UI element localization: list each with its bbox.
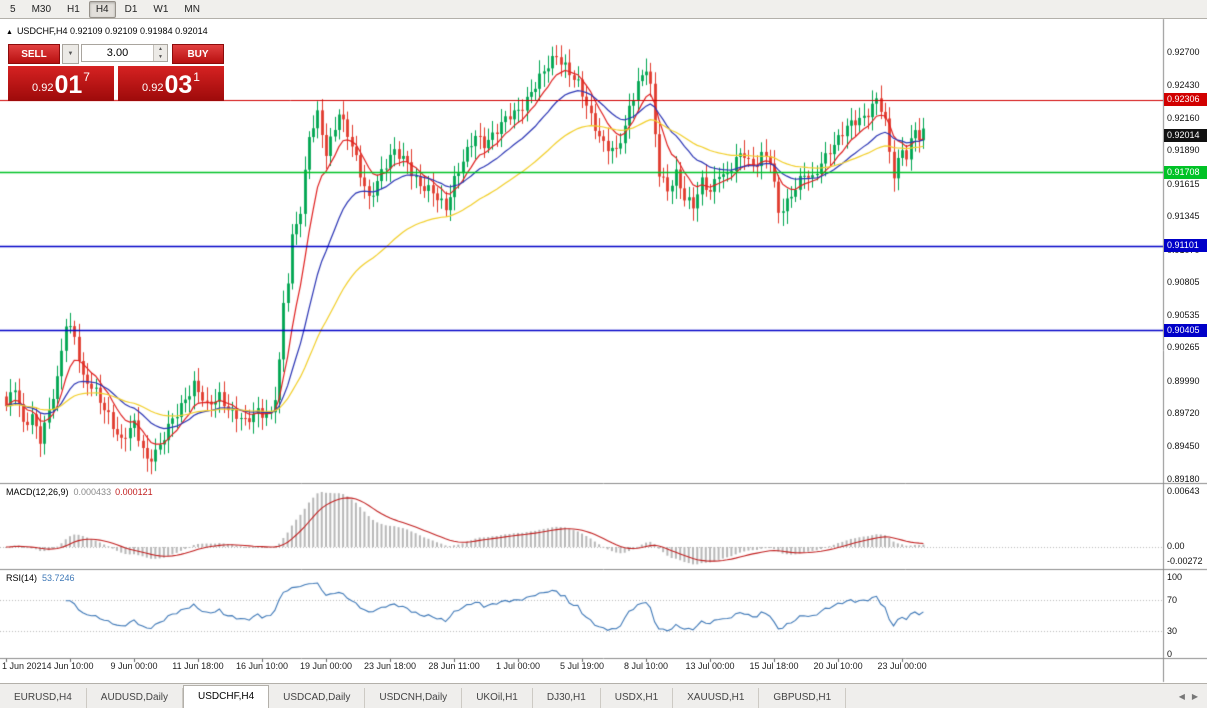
- sell-price-big-digits: 01: [54, 71, 83, 99]
- tab-scroll-right-icon[interactable]: ▶: [1191, 691, 1198, 701]
- timeframe-toolbar: 5 M30 H1 H4 D1 W1 MN: [0, 0, 1207, 19]
- timeframe-button-mn[interactable]: MN: [184, 3, 200, 15]
- rsi-value: 53.7246: [42, 573, 75, 583]
- sell-button[interactable]: SELL: [8, 44, 60, 64]
- chart-tab-usdx-h1[interactable]: USDX,H1: [601, 688, 674, 708]
- buy-price-display[interactable]: 0.92 03 1: [118, 66, 224, 101]
- chart-ohlc-values: 0.92109 0.92109 0.91984 0.92014: [69, 26, 208, 36]
- collapse-one-click-icon[interactable]: ▲: [6, 29, 13, 36]
- buy-price-big-digits: 03: [164, 71, 193, 99]
- buy-price-prefix: 0.92: [142, 82, 164, 94]
- timeframe-button-m30[interactable]: M30: [31, 3, 52, 15]
- macd-main-value: 0.000433: [73, 487, 112, 497]
- buy-button[interactable]: BUY: [172, 44, 224, 64]
- tab-scroll-arrows: ◀ ▶: [1170, 692, 1207, 701]
- volume-control: ▲ ▼: [81, 44, 168, 62]
- tab-scroll-left-icon[interactable]: ◀: [1178, 691, 1185, 701]
- volume-dropdown-button[interactable]: ▼: [62, 44, 79, 64]
- chart-tab-xauusd-h1[interactable]: XAUUSD,H1: [673, 688, 760, 708]
- chart-symbol-header: ▲ USDCHF,H4 0.92109 0.92109 0.91984 0.920…: [6, 26, 208, 36]
- rsi-title: RSI(14): [6, 573, 38, 583]
- sell-price-display[interactable]: 0.92 01 7: [8, 66, 114, 101]
- chart-symbol-title: USDCHF,H4: [16, 26, 68, 36]
- volume-spinner: ▲ ▼: [153, 45, 167, 61]
- chevron-down-icon: ▼: [67, 51, 74, 57]
- chart-tab-usdcad-daily[interactable]: USDCAD,Daily: [269, 688, 366, 708]
- sell-price-prefix: 0.92: [32, 82, 54, 94]
- volume-decrease-icon[interactable]: ▼: [154, 53, 167, 61]
- chart-tab-audusd-daily[interactable]: AUDUSD,Daily: [87, 688, 184, 708]
- timeframe-button-d1[interactable]: D1: [124, 3, 138, 15]
- chart-tab-dj30-h1[interactable]: DJ30,H1: [533, 688, 601, 708]
- volume-increase-icon[interactable]: ▲: [154, 45, 167, 53]
- macd-indicator-header: MACD(12,26,9) 0.000433 0.000121: [6, 487, 153, 497]
- timeframe-button-h4[interactable]: H4: [88, 0, 116, 18]
- sell-price-pipette: 7: [83, 70, 90, 84]
- chart-tab-usdchf-h4[interactable]: USDCHF,H4: [183, 685, 270, 708]
- chart-tab-ukoil-h1[interactable]: UKOil,H1: [462, 688, 533, 708]
- timeframe-button-5[interactable]: 5: [10, 3, 16, 15]
- chart-tab-eurusd-h4[interactable]: EURUSD,H4: [0, 688, 87, 708]
- timeframe-button-h1[interactable]: H1: [67, 3, 80, 15]
- buy-price-pipette: 1: [193, 70, 200, 84]
- rsi-indicator-header: RSI(14) 53.7246: [6, 573, 75, 583]
- chart-tab-gbpusd-h1[interactable]: GBPUSD,H1: [759, 688, 847, 708]
- chart-tab-usdcnh-daily[interactable]: USDCNH,Daily: [365, 688, 463, 708]
- macd-title: MACD(12,26,9): [6, 487, 69, 497]
- chart-tabs-bar: EURUSD,H4 AUDUSD,Daily USDCHF,H4 USDCAD,Dai…: [0, 683, 1207, 708]
- timeframe-button-w1[interactable]: W1: [153, 3, 169, 15]
- macd-signal-value: 0.000121: [115, 487, 153, 497]
- volume-input[interactable]: [82, 45, 153, 61]
